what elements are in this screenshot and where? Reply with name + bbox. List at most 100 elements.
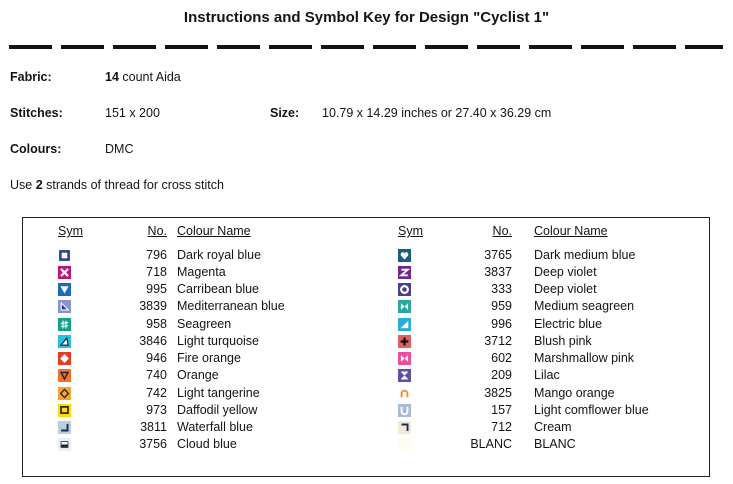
z-icon	[398, 265, 411, 279]
thread-number: 796	[146, 247, 167, 262]
key-row: 3811 Waterfall blue	[58, 419, 388, 436]
thread-number: 973	[146, 402, 167, 417]
colour-name: Deep violet	[534, 264, 597, 279]
bowtie-icon	[398, 300, 411, 314]
sym-header: Sym	[58, 224, 83, 238]
key-header-row: Sym No. Colour Name	[58, 223, 388, 239]
colours-label: Colours:	[10, 142, 62, 156]
thread-number: 209	[491, 368, 512, 383]
sym-cell	[58, 265, 71, 279]
diamond-outline-icon	[58, 386, 71, 400]
colour-name: Seagreen	[177, 316, 232, 331]
key-row: 209 Lilac	[398, 367, 698, 384]
thread-number: 602	[491, 351, 512, 366]
sym-header: Sym	[398, 224, 423, 238]
underlined-bar-icon	[58, 438, 71, 452]
no-header: No.	[147, 224, 167, 238]
key-table-left-half: Sym No. Colour Name 796 Dark royal blue 71…	[58, 223, 388, 453]
sym-cell	[58, 351, 71, 366]
corner-top-right-icon	[398, 421, 411, 435]
sym-cell	[398, 420, 411, 435]
sym-cell	[398, 248, 411, 262]
colour-name: Cloud blue	[177, 437, 237, 452]
square-outline-icon	[58, 248, 71, 262]
thread-number: 3756	[139, 437, 167, 452]
thread-number: 996	[491, 316, 512, 331]
colour-name: Electric blue	[534, 316, 603, 331]
thread-number: 3837	[484, 264, 512, 279]
colours-value: DMC	[105, 142, 134, 156]
key-row: 946 Fire orange	[58, 350, 388, 367]
blank-icon	[398, 438, 411, 452]
thread-number: 995	[146, 282, 167, 297]
key-row: 3765 Dark medium blue	[398, 246, 698, 263]
colour-name: Light tangerine	[177, 385, 260, 400]
diamond-icon	[58, 352, 71, 366]
colour-name: Deep violet	[534, 282, 597, 297]
key-header-row: Sym No. Colour Name	[398, 223, 698, 239]
key-table-right-half: Sym No. Colour Name 3765 Dark medium blue…	[398, 223, 698, 453]
colour-name: Lilac	[534, 368, 560, 383]
thread-number: 742	[146, 385, 167, 400]
key-row: 157 Light comflower blue	[398, 401, 698, 418]
fabric-label: Fabric:	[10, 70, 52, 84]
colour-name: Light comflower blue	[534, 402, 649, 417]
thread-number: 3811	[140, 420, 167, 435]
colour-name: Daffodil yellow	[177, 402, 258, 417]
thread-number: 3825	[484, 385, 512, 400]
size-value: 10.79 x 14.29 inches or 27.40 x 36.29 cm	[322, 106, 552, 120]
sym-cell	[58, 403, 71, 417]
colour-name: Light turquoise	[177, 333, 260, 348]
triangle-down-outline-icon	[58, 369, 71, 383]
sym-cell	[58, 437, 71, 452]
corner-bottom-right-icon	[58, 421, 71, 435]
key-row: 718 Magenta	[58, 263, 388, 280]
thread-number: 712	[491, 420, 512, 435]
x-icon	[58, 265, 71, 279]
thread-number: BLANC	[470, 437, 512, 452]
key-row: 712 Cream	[398, 419, 698, 436]
colour-name: Marshmallow pink	[534, 351, 635, 366]
colour-name-header: Colour Name	[534, 224, 608, 238]
colour-name: Dark royal blue	[177, 247, 262, 262]
thread-number: 946	[146, 351, 167, 366]
key-row: 796 Dark royal blue	[58, 246, 388, 263]
sharp-icon	[58, 317, 71, 331]
triangle-down-icon	[58, 283, 71, 297]
stitches-label: Stitches:	[10, 106, 63, 120]
sym-cell	[398, 437, 411, 452]
u-icon	[398, 403, 411, 417]
sym-cell	[398, 351, 411, 366]
thread-number: 958	[146, 316, 167, 331]
sym-cell	[58, 368, 71, 383]
thread-number: 157	[491, 402, 512, 417]
colour-name: BLANC	[534, 437, 576, 452]
key-row: 3712 Blush pink	[398, 332, 698, 349]
sym-cell	[58, 334, 71, 348]
colour-name: Waterfall blue	[177, 420, 253, 435]
key-row: 3756 Cloud blue	[58, 436, 388, 453]
sym-cell	[58, 248, 71, 262]
key-row: 3846 Light turquoise	[58, 332, 388, 349]
sym-cell	[398, 403, 411, 417]
thread-number: 718	[146, 264, 167, 279]
sym-cell	[398, 317, 411, 331]
key-row: 742 Light tangerine	[58, 384, 388, 401]
size-label: Size:	[270, 106, 300, 120]
key-row: 3825 Mango orange	[398, 384, 698, 401]
thread-number: 3839	[139, 299, 167, 314]
page-title: Instructions and Symbol Key for Design "…	[183, 9, 550, 26]
sym-cell	[58, 420, 71, 435]
key-row: BLANC BLANC	[398, 436, 698, 453]
bowtie-icon	[398, 352, 411, 366]
colour-name: Mango orange	[534, 385, 615, 400]
key-row: 333 Deep violet	[398, 281, 698, 298]
fabric-value: 14 count Aida	[105, 70, 181, 84]
colour-name: Orange	[177, 368, 219, 383]
colour-name: Blush pink	[534, 333, 592, 348]
key-row: 602 Marshmallow pink	[398, 350, 698, 367]
strands-note: Use 2 strands of thread for cross stitch	[10, 178, 224, 192]
colour-name: Cream	[534, 420, 572, 435]
sym-cell	[58, 386, 71, 400]
sym-cell	[398, 299, 411, 314]
